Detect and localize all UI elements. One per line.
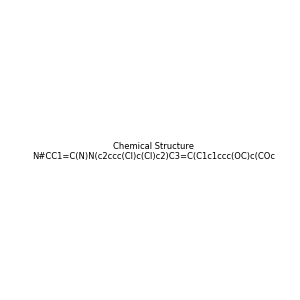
Text: Chemical Structure
N#CC1=C(N)N(c2ccc(Cl)c(Cl)c2)C3=C(C1c1ccc(OC)c(COc: Chemical Structure N#CC1=C(N)N(c2ccc(Cl)… (32, 142, 275, 161)
